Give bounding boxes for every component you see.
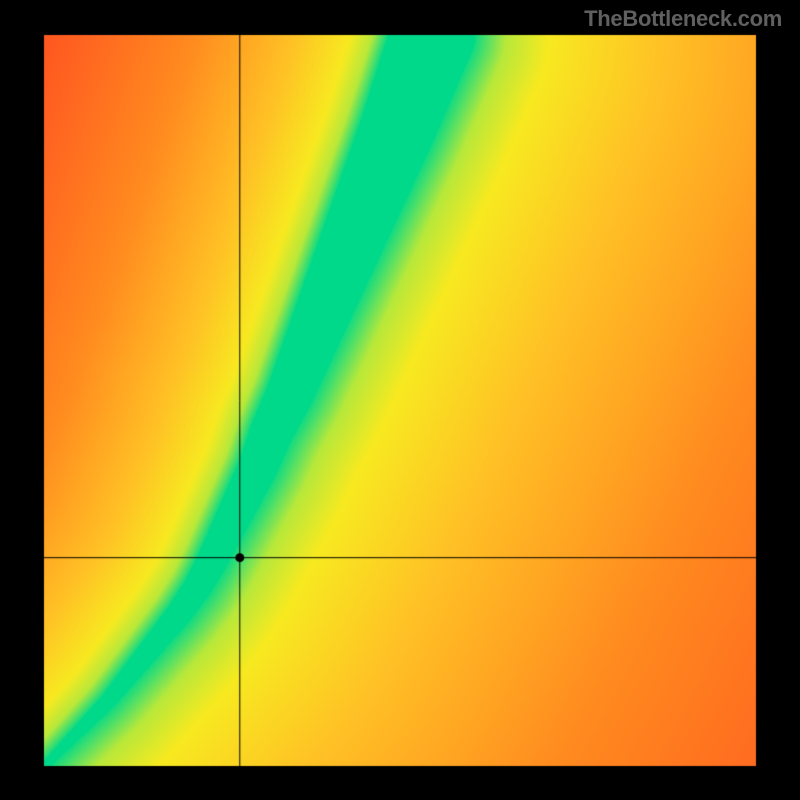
heatmap-canvas	[0, 0, 800, 800]
chart-container: TheBottleneck.com	[0, 0, 800, 800]
watermark-text: TheBottleneck.com	[584, 6, 782, 32]
